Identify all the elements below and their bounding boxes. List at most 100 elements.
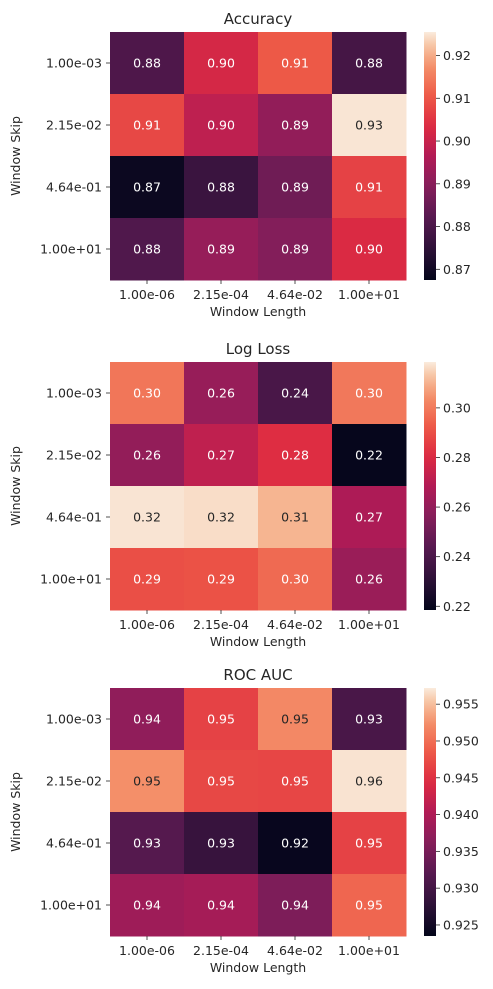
colorbar-tick-label: 0.90 xyxy=(443,134,471,149)
cell-annotation: 0.89 xyxy=(207,242,235,257)
heatmap-cell xyxy=(332,750,407,813)
cell-annotation: 0.94 xyxy=(133,898,161,913)
y-axis-label: Window Skip xyxy=(8,446,23,526)
cell-annotation: 0.90 xyxy=(207,118,235,133)
colorbar-tick-label: 0.30 xyxy=(443,400,471,415)
chart-title: Log Loss xyxy=(226,340,291,358)
x-tick-label: 1.00e+01 xyxy=(338,617,400,632)
cell-annotation: 0.90 xyxy=(355,242,383,257)
x-axis-label: Window Length xyxy=(210,960,306,975)
colorbar xyxy=(424,32,436,280)
cell-annotation: 0.93 xyxy=(355,712,383,727)
colorbar-tick-label: 0.91 xyxy=(443,91,471,106)
colorbar-tick-label: 0.925 xyxy=(443,917,479,932)
cell-annotation: 0.95 xyxy=(281,712,309,727)
cell-annotation: 0.94 xyxy=(281,898,309,913)
heatmap-cell xyxy=(332,486,407,549)
heatmap-cell xyxy=(332,362,407,425)
cell-annotation: 0.91 xyxy=(133,118,161,133)
x-tick-label: 4.64e-02 xyxy=(267,617,323,632)
heatmap-cell xyxy=(184,486,259,549)
cell-annotation: 0.92 xyxy=(281,836,309,851)
colorbar-tick-label: 0.87 xyxy=(443,262,471,277)
heatmap-cell xyxy=(184,218,259,281)
heatmap-cell xyxy=(184,750,259,813)
cell-annotation: 0.93 xyxy=(355,118,383,133)
cell-annotation: 0.95 xyxy=(207,774,235,789)
colorbar-tick-label: 0.24 xyxy=(443,549,471,564)
y-tick-label: 1.00e+01 xyxy=(40,242,102,257)
roc-auc-heatmap-panel: ROC AUC 0.94 0.95 0.95 0.93 0.95 0.95 0.95 0.96 0… xyxy=(8,666,479,975)
x-tick-label: 1.00e-06 xyxy=(119,287,175,302)
y-tick-label: 2.15e-02 xyxy=(46,448,102,463)
heatmap-cell xyxy=(110,750,185,813)
heatmap-cell xyxy=(184,548,259,611)
heatmap-cell xyxy=(332,688,407,751)
heatmap-cell xyxy=(258,750,333,813)
cell-annotation: 0.91 xyxy=(281,56,309,71)
heatmap-cell xyxy=(110,424,185,487)
cell-annotation: 0.88 xyxy=(207,180,235,195)
heatmap-cell xyxy=(110,94,185,157)
x-tick-label: 2.15e-04 xyxy=(193,943,249,958)
heatmap-cell xyxy=(258,424,333,487)
y-axis-label: Window Skip xyxy=(8,116,23,196)
heatmap-cell xyxy=(110,688,185,751)
cell-annotation: 0.95 xyxy=(355,898,383,913)
cell-annotation: 0.95 xyxy=(207,712,235,727)
heatmap-cell xyxy=(110,218,185,281)
cell-annotation: 0.89 xyxy=(281,118,309,133)
heatmap-cell xyxy=(258,486,333,549)
heatmap-cell xyxy=(184,812,259,875)
heatmap-cell xyxy=(258,688,333,751)
heatmap-cell xyxy=(184,424,259,487)
log-loss-heatmap-panel: Log Loss 0.30 0.26 0.24 0.30 0.26 0.27 0.28 0.22… xyxy=(8,340,471,649)
cell-annotation: 0.93 xyxy=(207,836,235,851)
colorbar-tick-label: 0.28 xyxy=(443,450,471,465)
x-tick-label: 2.15e-04 xyxy=(193,287,249,302)
heatmap-cell xyxy=(258,156,333,219)
cell-annotation: 0.89 xyxy=(281,180,309,195)
cell-annotation: 0.88 xyxy=(133,242,161,257)
heatmap-cell xyxy=(184,94,259,157)
y-tick-label: 4.64e-01 xyxy=(46,180,102,195)
cell-annotation: 0.88 xyxy=(133,56,161,71)
cell-annotation: 0.31 xyxy=(281,510,309,525)
heatmap-cell xyxy=(110,486,185,549)
cell-annotation: 0.32 xyxy=(207,510,235,525)
heatmap-cell xyxy=(258,94,333,157)
y-tick-label: 2.15e-02 xyxy=(46,774,102,789)
cell-annotation: 0.26 xyxy=(207,386,235,401)
y-tick-label: 1.00e-03 xyxy=(46,56,102,71)
heatmap-cell xyxy=(332,548,407,611)
cell-annotation: 0.24 xyxy=(281,386,309,401)
cell-annotation: 0.95 xyxy=(281,774,309,789)
colorbar-tick-label: 0.940 xyxy=(443,807,479,822)
cell-annotation: 0.88 xyxy=(355,56,383,71)
cell-annotation: 0.27 xyxy=(207,448,235,463)
y-tick-label: 1.00e+01 xyxy=(40,572,102,587)
cell-annotation: 0.32 xyxy=(133,510,161,525)
x-tick-label: 1.00e-06 xyxy=(119,617,175,632)
heatmap-cell xyxy=(332,874,407,937)
heatmap-cell xyxy=(332,812,407,875)
heatmap-cell xyxy=(110,874,185,937)
cell-annotation: 0.30 xyxy=(133,386,161,401)
x-tick-label: 4.64e-02 xyxy=(267,943,323,958)
colorbar-tick-label: 0.945 xyxy=(443,770,479,785)
heatmap-cell xyxy=(332,218,407,281)
colorbar-tick-label: 0.88 xyxy=(443,219,471,234)
y-tick-label: 4.64e-01 xyxy=(46,836,102,851)
cell-annotation: 0.90 xyxy=(207,56,235,71)
heatmap-cell xyxy=(184,688,259,751)
x-tick-label: 1.00e+01 xyxy=(338,287,400,302)
heatmap-cell xyxy=(258,218,333,281)
heatmap-cell xyxy=(110,156,185,219)
cell-annotation: 0.28 xyxy=(281,448,309,463)
heatmap-cell xyxy=(110,362,185,425)
cell-annotation: 0.94 xyxy=(207,898,235,913)
heatmap-cell xyxy=(184,874,259,937)
colorbar-tick-label: 0.930 xyxy=(443,881,479,896)
y-tick-label: 1.00e-03 xyxy=(46,712,102,727)
